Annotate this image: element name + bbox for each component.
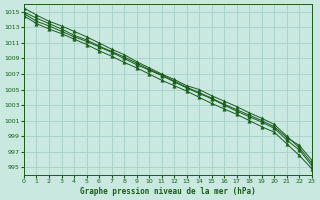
X-axis label: Graphe pression niveau de la mer (hPa): Graphe pression niveau de la mer (hPa) <box>80 187 256 196</box>
